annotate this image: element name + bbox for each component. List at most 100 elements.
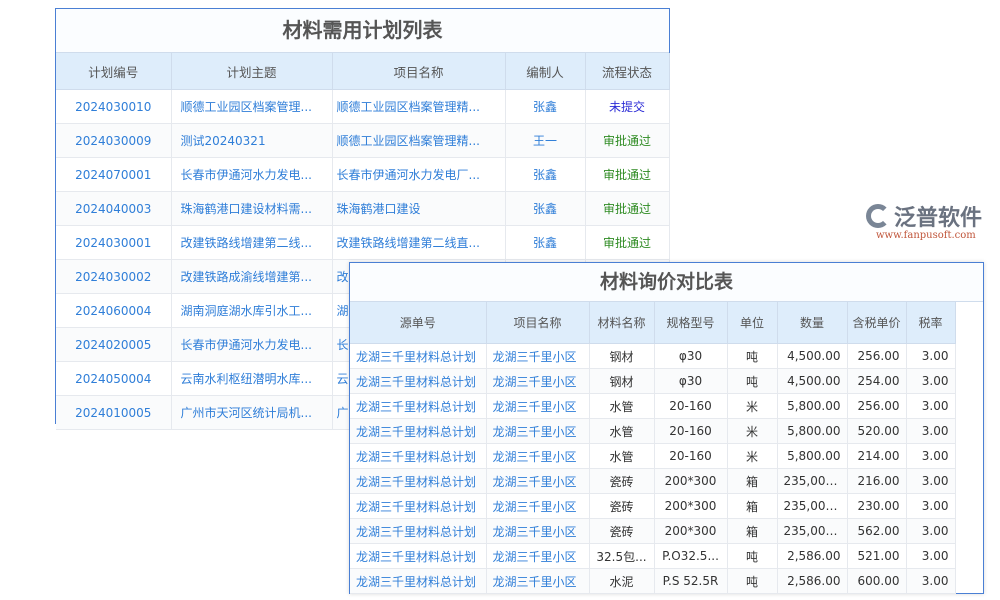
table-cell[interactable]: 2024060004: [56, 293, 172, 328]
column-header[interactable]: 项目名称: [332, 53, 506, 90]
table-cell: 3.00: [906, 493, 956, 519]
table-row[interactable]: 龙湖三千里材料总计划 龙湖三千里小区 水管 20-160 米 5,800.00 520.00…: [350, 418, 956, 444]
table-cell[interactable]: 顺德工业园区档案管理...: [171, 89, 333, 124]
table-cell[interactable]: 测试20240321: [171, 123, 333, 158]
table-cell: 审批通过: [585, 191, 670, 226]
column-header[interactable]: 材料名称: [589, 302, 655, 344]
table-cell[interactable]: 龙湖三千里小区: [486, 368, 590, 394]
table-cell[interactable]: 龙湖三千里小区: [486, 393, 590, 419]
table-cell[interactable]: 2024030009: [56, 123, 172, 158]
table-cell: 张鑫: [505, 89, 586, 124]
table-cell: 521.00: [847, 543, 907, 569]
table-row[interactable]: 龙湖三千里材料总计划 龙湖三千里小区 水泥 P.S 52.5R 吨 2,586.00 600…: [350, 568, 956, 594]
table-row[interactable]: 2024040003 珠海鹤港口建设材料需... 珠海鹤港口建设 张鑫 审批通过: [56, 191, 670, 226]
table-cell[interactable]: 龙湖三千里材料总计划: [350, 443, 487, 469]
table-row[interactable]: 龙湖三千里材料总计划 龙湖三千里小区 水管 20-160 米 5,800.00 214.00…: [350, 443, 956, 469]
table-cell[interactable]: 2024040003: [56, 191, 172, 226]
table-cell[interactable]: 湖南洞庭湖水库引水工...: [171, 293, 333, 328]
table-cell[interactable]: 龙湖三千里材料总计划: [350, 393, 487, 419]
table-cell: 王一: [505, 123, 586, 158]
table-cell[interactable]: 长春市伊通河水力发电厂...: [332, 157, 506, 192]
table-cell[interactable]: 顺德工业园区档案管理精...: [332, 123, 506, 158]
table-cell: 214.00: [847, 443, 907, 469]
table-cell[interactable]: 顺德工业园区档案管理精...: [332, 89, 506, 124]
table-row[interactable]: 龙湖三千里材料总计划 龙湖三千里小区 瓷砖 200*300 箱 235,000... 562…: [350, 518, 956, 544]
table-cell[interactable]: 2024010005: [56, 395, 172, 430]
table-cell[interactable]: 改建铁路成渝线增建第...: [171, 259, 333, 294]
table-cell: 米: [727, 393, 778, 419]
table-cell[interactable]: 龙湖三千里材料总计划: [350, 568, 487, 594]
table-cell[interactable]: 2024020005: [56, 327, 172, 362]
column-header[interactable]: 含税单价: [847, 302, 907, 344]
table-cell[interactable]: 龙湖三千里材料总计划: [350, 468, 487, 494]
table-cell[interactable]: 龙湖三千里小区: [486, 443, 590, 469]
column-header[interactable]: 源单号: [350, 302, 487, 344]
plan-list-title: 材料需用计划列表: [56, 9, 669, 53]
table-row[interactable]: 龙湖三千里材料总计划 龙湖三千里小区 钢材 φ30 吨 4,500.00 256.00 3.0…: [350, 343, 956, 369]
table-cell[interactable]: 龙湖三千里材料总计划: [350, 543, 487, 569]
column-header[interactable]: 单位: [727, 302, 778, 344]
table-cell[interactable]: 龙湖三千里材料总计划: [350, 493, 487, 519]
table-cell[interactable]: 龙湖三千里材料总计划: [350, 518, 487, 544]
table-cell: 瓷砖: [589, 493, 655, 519]
table-cell: 瓷砖: [589, 518, 655, 544]
table-cell[interactable]: 龙湖三千里小区: [486, 568, 590, 594]
table-cell[interactable]: 珠海鹤港口建设材料需...: [171, 191, 333, 226]
table-cell: 3.00: [906, 343, 956, 369]
table-cell: 箱: [727, 518, 778, 544]
logo-mark-icon: [866, 204, 890, 228]
table-row[interactable]: 龙湖三千里材料总计划 龙湖三千里小区 32.5包... P.O32.5... 吨 2,58…: [350, 543, 956, 569]
table-cell[interactable]: 龙湖三千里小区: [486, 518, 590, 544]
column-header[interactable]: 税率: [906, 302, 956, 344]
table-cell[interactable]: 改建铁路线增建第二线...: [171, 225, 333, 260]
table-cell: 3.00: [906, 468, 956, 494]
table-row[interactable]: 龙湖三千里材料总计划 龙湖三千里小区 钢材 φ30 吨 4,500.00 254.00 3.0…: [350, 368, 956, 394]
table-cell: 200*300: [654, 493, 728, 519]
table-cell: 562.00: [847, 518, 907, 544]
table-cell: 3.00: [906, 543, 956, 569]
table-row[interactable]: 2024070001 长春市伊通河水力发电... 长春市伊通河水力发电厂... 张鑫审…: [56, 157, 670, 192]
column-header[interactable]: 数量: [777, 302, 848, 344]
table-cell[interactable]: 云南水利枢纽潜明水库...: [171, 361, 333, 396]
table-row[interactable]: 2024030001 改建铁路线增建第二线... 改建铁路线增建第二线直... 张鑫审…: [56, 225, 670, 260]
table-cell: 3.00: [906, 518, 956, 544]
column-header[interactable]: 计划主题: [171, 53, 333, 90]
table-cell[interactable]: 广州市天河区统计局机...: [171, 395, 333, 430]
table-row[interactable]: 龙湖三千里材料总计划 龙湖三千里小区 水管 20-160 米 5,800.00 256.00…: [350, 393, 956, 419]
table-cell[interactable]: 龙湖三千里小区: [486, 468, 590, 494]
table-cell[interactable]: 2024030002: [56, 259, 172, 294]
table-cell: 256.00: [847, 343, 907, 369]
table-cell[interactable]: 2024030010: [56, 89, 172, 124]
table-cell[interactable]: 2024030001: [56, 225, 172, 260]
column-header[interactable]: 编制人: [505, 53, 586, 90]
table-cell: 张鑫: [505, 191, 586, 226]
table-cell[interactable]: 长春市伊通河水力发电...: [171, 327, 333, 362]
table-cell: 520.00: [847, 418, 907, 444]
column-header[interactable]: 项目名称: [486, 302, 590, 344]
table-cell[interactable]: 龙湖三千里材料总计划: [350, 418, 487, 444]
column-header[interactable]: 流程状态: [585, 53, 670, 90]
table-row[interactable]: 2024030010 顺德工业园区档案管理... 顺德工业园区档案管理精... 张鑫未…: [56, 89, 670, 124]
table-row[interactable]: 2024030009 测试20240321 顺德工业园区档案管理精... 王一 审批通过: [56, 123, 670, 158]
table-cell[interactable]: 珠海鹤港口建设: [332, 191, 506, 226]
table-cell[interactable]: 龙湖三千里小区: [486, 493, 590, 519]
table-cell: 3.00: [906, 368, 956, 394]
table-cell: 吨: [727, 343, 778, 369]
table-cell: P.O32.5...: [654, 543, 728, 569]
table-cell[interactable]: 龙湖三千里材料总计划: [350, 343, 487, 369]
column-header[interactable]: 规格型号: [654, 302, 728, 344]
table-cell[interactable]: 龙湖三千里小区: [486, 543, 590, 569]
table-cell[interactable]: 2024050004: [56, 361, 172, 396]
column-header[interactable]: 计划编号: [56, 53, 172, 90]
table-cell[interactable]: 改建铁路线增建第二线直...: [332, 225, 506, 260]
logo-name: 泛普软件: [894, 206, 983, 231]
table-cell[interactable]: 龙湖三千里小区: [486, 418, 590, 444]
table-cell[interactable]: 龙湖三千里材料总计划: [350, 368, 487, 394]
table-cell: 4,500.00: [777, 368, 848, 394]
table-row[interactable]: 龙湖三千里材料总计划 龙湖三千里小区 瓷砖 200*300 箱 235,000... 230…: [350, 493, 956, 519]
table-row[interactable]: 龙湖三千里材料总计划 龙湖三千里小区 瓷砖 200*300 箱 235,000... 216…: [350, 468, 956, 494]
table-cell[interactable]: 龙湖三千里小区: [486, 343, 590, 369]
table-cell: 张鑫: [505, 157, 586, 192]
table-cell[interactable]: 2024070001: [56, 157, 172, 192]
table-cell[interactable]: 长春市伊通河水力发电...: [171, 157, 333, 192]
